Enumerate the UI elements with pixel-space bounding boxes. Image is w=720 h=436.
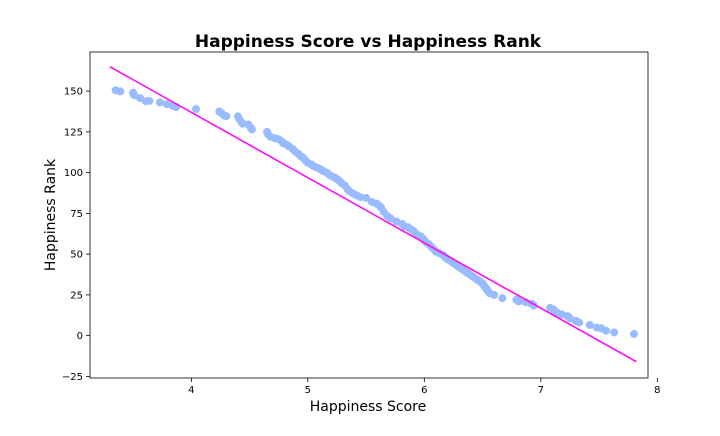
data-point: [362, 193, 371, 202]
data-point: [247, 125, 256, 134]
y-axis-label: Happiness Rank: [43, 158, 59, 271]
trend-line: [109, 66, 637, 363]
data-point: [630, 330, 638, 338]
chart-axes: 4 5 6 7 8 −25 0 25 50 75 100 125 150: [62, 51, 661, 396]
y-tick-label: 150: [64, 87, 83, 98]
x-axis-label: Happiness Score: [310, 399, 427, 415]
data-point: [116, 87, 125, 96]
y-tick-label: 25: [70, 290, 83, 301]
data-point: [498, 294, 507, 303]
data-point: [585, 321, 594, 329]
x-tick-label: 4: [188, 385, 194, 396]
chart-title: Happiness Score vs Happiness Rank: [195, 32, 542, 52]
x-tick-label: 6: [421, 385, 427, 396]
y-tick-label: −25: [62, 372, 83, 383]
data-point: [602, 326, 611, 335]
chart-marks: [109, 66, 638, 363]
data-point: [514, 297, 523, 306]
data-point: [490, 290, 499, 299]
data-point: [155, 98, 164, 107]
data-point: [222, 112, 231, 121]
data-point: [145, 96, 154, 105]
y-tick-label: 50: [70, 250, 83, 261]
x-tick-label: 8: [654, 385, 660, 396]
data-point: [610, 328, 619, 337]
plot-frame: [89, 51, 649, 379]
y-tick-label: 100: [64, 168, 83, 179]
x-tick-label: 7: [538, 385, 544, 396]
y-tick-label: 125: [64, 127, 83, 138]
y-tick-label: 75: [70, 209, 83, 220]
x-tick-label: 5: [305, 385, 311, 396]
data-point: [192, 105, 200, 114]
y-tick-label: 0: [77, 331, 83, 342]
data-point: [575, 318, 584, 327]
